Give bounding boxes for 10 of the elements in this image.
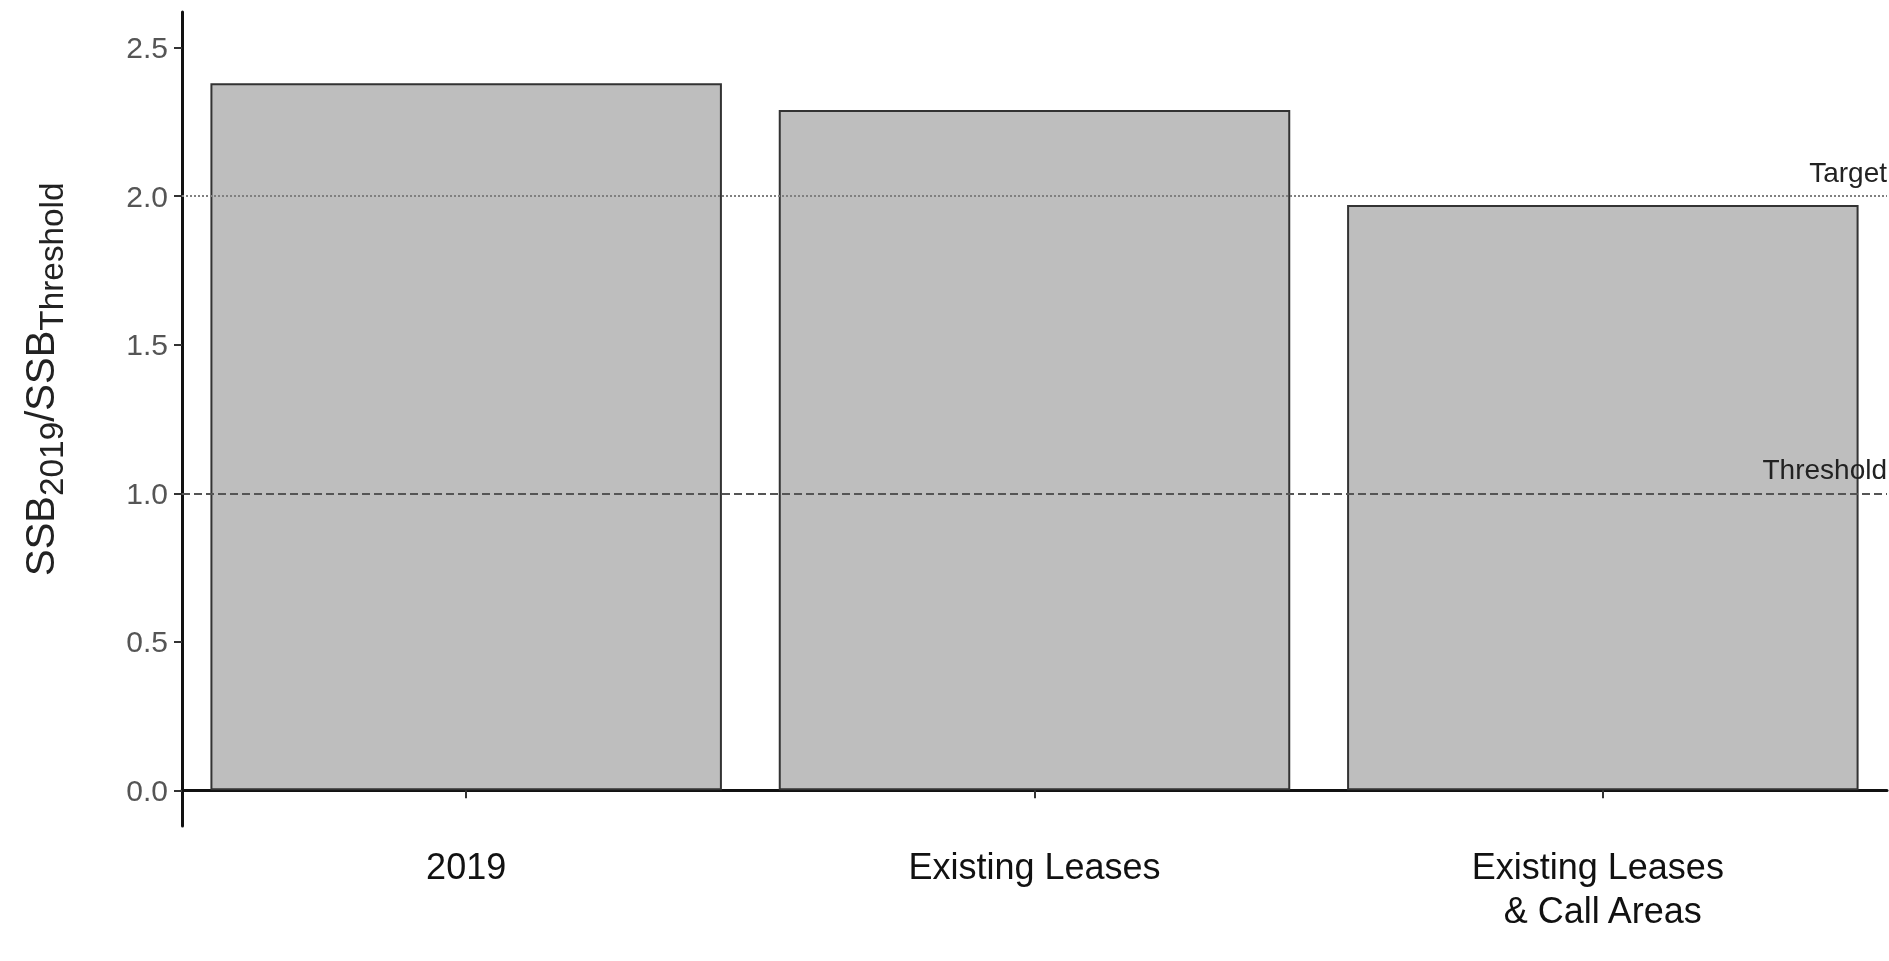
y-tick-label: 0.5 [126, 625, 168, 659]
ref-line-label: Target [1809, 156, 1888, 188]
y-tick-label: 2.5 [126, 31, 168, 65]
y-tick-label: 1.5 [126, 328, 168, 362]
x-tick-label: Existing Leases [908, 845, 1161, 887]
y-tick-label: 2.0 [126, 179, 168, 213]
y-tick-label: 0.0 [126, 773, 168, 807]
y-tick-label: 1.0 [126, 476, 168, 510]
x-tick-label: 2019 [426, 845, 507, 887]
x-tick-label: Existing Leases & Call Areas [1471, 845, 1734, 931]
